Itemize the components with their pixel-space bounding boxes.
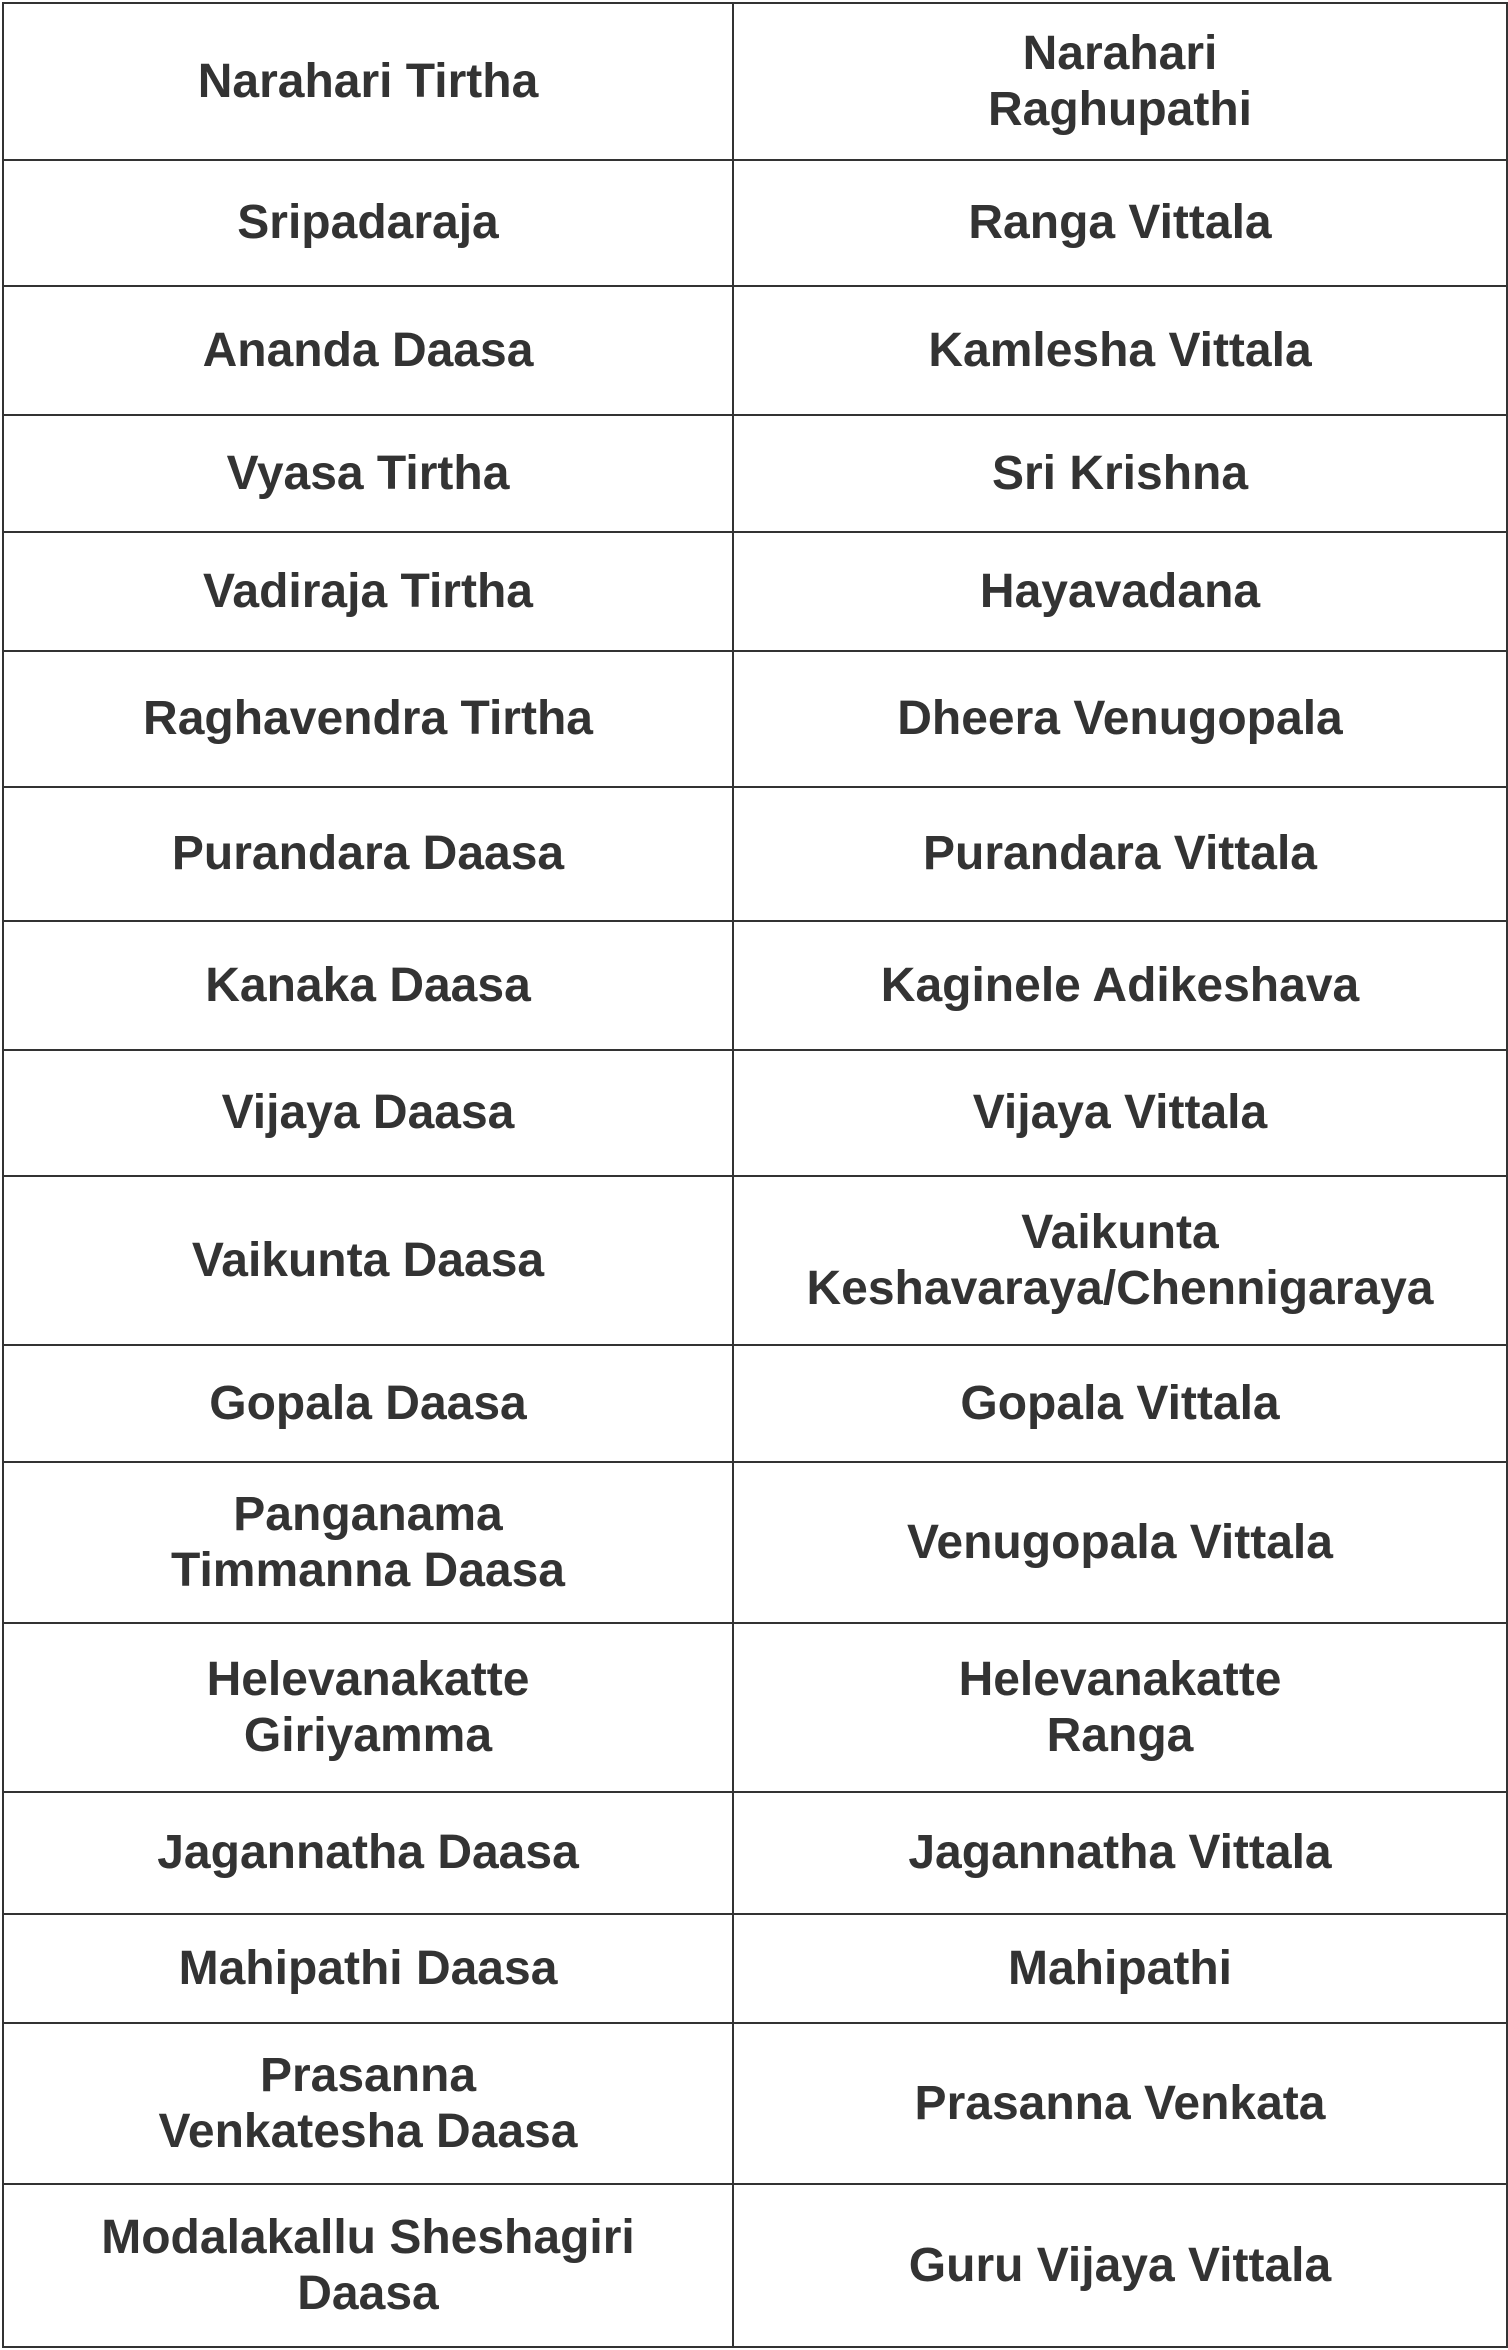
- saint-name-cell: Narahari Tirtha: [2, 2, 734, 161]
- saint-name-cell: Sripadaraja: [2, 159, 734, 287]
- table-row: Modalakallu Sheshagiri Daasa Guru Vijaya V…: [2, 2183, 1508, 2348]
- saint-name-cell: Purandara Daasa: [2, 786, 734, 922]
- ankita-name-cell: Mahipathi: [732, 1913, 1508, 2024]
- saint-name-cell: Ananda Daasa: [2, 285, 734, 416]
- saint-name-cell: Raghavendra Tirtha: [2, 650, 734, 788]
- table-row: Vadiraja Tirtha Hayavadana: [2, 531, 1508, 652]
- ankita-name-cell: Dheera Venugopala: [732, 650, 1508, 788]
- table-row: Gopala Daasa Gopala Vittala: [2, 1344, 1508, 1463]
- table-row: Ananda Daasa Kamlesha Vittala: [2, 285, 1508, 416]
- table-row: Mahipathi Daasa Mahipathi: [2, 1913, 1508, 2024]
- table-row: Helevanakatte Giriyamma Helevanakatte Ranga: [2, 1622, 1508, 1793]
- saint-name-cell: Vadiraja Tirtha: [2, 531, 734, 652]
- table-row: Prasanna Venkatesha Daasa Prasanna Venkata: [2, 2022, 1508, 2185]
- ankita-name-cell: Ranga Vittala: [732, 159, 1508, 287]
- saint-name-cell: Vijaya Daasa: [2, 1049, 734, 1177]
- saint-name-cell: Prasanna Venkatesha Daasa: [2, 2022, 734, 2185]
- ankita-name-cell: Sri Krishna: [732, 414, 1508, 533]
- ankita-name-cell: Kamlesha Vittala: [732, 285, 1508, 416]
- ankita-name-cell: Gopala Vittala: [732, 1344, 1508, 1463]
- table-row: Vyasa Tirtha Sri Krishna: [2, 414, 1508, 533]
- ankita-name-cell: Hayavadana: [732, 531, 1508, 652]
- table-row: Raghavendra Tirtha Dheera Venugopala: [2, 650, 1508, 788]
- table-row: Panganama Timmanna Daasa Venugopala Vittal…: [2, 1461, 1508, 1624]
- ankita-name-cell: Jagannatha Vittala: [732, 1791, 1508, 1915]
- ankita-name-cell: Purandara Vittala: [732, 786, 1508, 922]
- ankita-name-cell: Prasanna Venkata: [732, 2022, 1508, 2185]
- ankita-name-cell: Venugopala Vittala: [732, 1461, 1508, 1624]
- saint-name-cell: Mahipathi Daasa: [2, 1913, 734, 2024]
- table-row: Sripadaraja Ranga Vittala: [2, 159, 1508, 287]
- ankita-name-cell: Vijaya Vittala: [732, 1049, 1508, 1177]
- ankita-name-cell: Vaikunta Keshavaraya/Chennigaraya: [732, 1175, 1508, 1346]
- saint-name-cell: Jagannatha Daasa: [2, 1791, 734, 1915]
- saint-name-cell: Vyasa Tirtha: [2, 414, 734, 533]
- saint-name-cell: Kanaka Daasa: [2, 920, 734, 1051]
- saint-name-cell: Panganama Timmanna Daasa: [2, 1461, 734, 1624]
- ankita-name-cell: Helevanakatte Ranga: [732, 1622, 1508, 1793]
- table-row: Kanaka Daasa Kaginele Adikeshava: [2, 920, 1508, 1051]
- table-row: Vijaya Daasa Vijaya Vittala: [2, 1049, 1508, 1177]
- saint-name-cell: Vaikunta Daasa: [2, 1175, 734, 1346]
- table-row: Narahari Tirtha Narahari Raghupathi: [2, 2, 1508, 161]
- ankita-name-cell: Kaginele Adikeshava: [732, 920, 1508, 1051]
- table-row: Purandara Daasa Purandara Vittala: [2, 786, 1508, 922]
- table-row: Jagannatha Daasa Jagannatha Vittala: [2, 1791, 1508, 1915]
- saint-name-cell: Helevanakatte Giriyamma: [2, 1622, 734, 1793]
- saint-name-cell: Gopala Daasa: [2, 1344, 734, 1463]
- saint-name-cell: Modalakallu Sheshagiri Daasa: [2, 2183, 734, 2348]
- ankita-name-cell: Narahari Raghupathi: [732, 2, 1508, 161]
- ankita-name-cell: Guru Vijaya Vittala: [732, 2183, 1508, 2348]
- table-row: Vaikunta Daasa Vaikunta Keshavaraya/Chenni…: [2, 1175, 1508, 1346]
